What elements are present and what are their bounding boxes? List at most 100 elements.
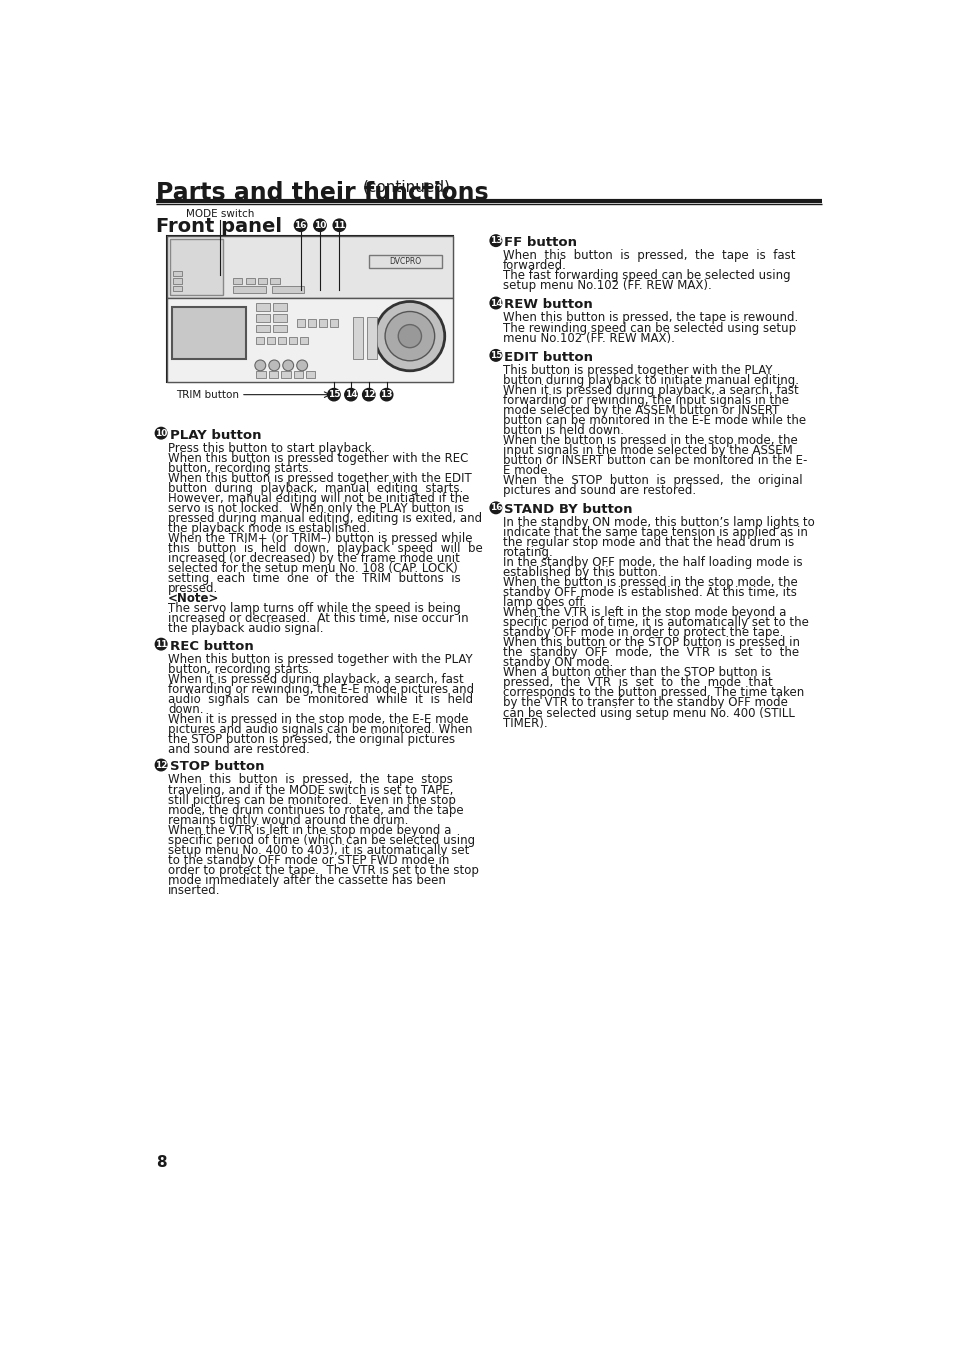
Text: STOP button: STOP button (170, 761, 264, 773)
Bar (367, 317, 376, 359)
Text: specific period of time, it is automatically set to the: specific period of time, it is automatic… (502, 616, 808, 630)
Circle shape (490, 503, 501, 513)
Text: mode selected by the ASSEM button or INSERT: mode selected by the ASSEM button or INS… (502, 404, 779, 417)
Text: traveling, and if the MODE switch is set to TAPE,: traveling, and if the MODE switch is set… (168, 784, 453, 797)
Bar (319, 319, 327, 327)
Text: The servo lamp turns off while the speed is being: The servo lamp turns off while the speed… (168, 601, 460, 615)
Text: However, manual editing will not be initiated if the: However, manual editing will not be init… (168, 492, 469, 505)
Text: Press this button to start playback.: Press this button to start playback. (168, 442, 375, 455)
Circle shape (385, 312, 435, 361)
Text: The fast forwarding speed can be selected using: The fast forwarding speed can be selecte… (502, 269, 790, 282)
Text: 14: 14 (344, 390, 357, 399)
Text: When it is pressed in the stop mode, the E-E mode: When it is pressed in the stop mode, the… (168, 713, 468, 725)
Text: TIMER).: TIMER). (502, 716, 547, 730)
Circle shape (490, 350, 501, 361)
Circle shape (328, 389, 340, 401)
Text: Parts and their functions: Parts and their functions (155, 181, 488, 205)
Text: 8: 8 (155, 1155, 166, 1170)
Text: 15: 15 (489, 351, 501, 359)
Text: standby OFF mode is established. At this time, its: standby OFF mode is established. At this… (502, 586, 796, 600)
Text: standby OFF mode in order to protect the tape.: standby OFF mode in order to protect the… (502, 627, 782, 639)
Bar (274, 303, 286, 311)
Text: order to protect the tape.  The VTR is set to the stop: order to protect the tape. The VTR is se… (168, 863, 478, 877)
Bar (172, 307, 245, 359)
Circle shape (314, 219, 326, 231)
Text: increased (or decreased) by the frame mode unit: increased (or decreased) by the frame mo… (168, 551, 459, 565)
Text: pictures and audio signals can be monitored. When: pictures and audio signals can be monito… (168, 723, 472, 736)
Text: increased or decreased.  At this time, nise occur in: increased or decreased. At this time, ni… (168, 612, 468, 624)
Text: In the standby OFF mode, the half loading mode is: In the standby OFF mode, the half loadin… (502, 557, 801, 569)
Text: setup menu No.102 (FF. REW MAX).: setup menu No.102 (FF. REW MAX). (502, 280, 711, 292)
Bar (167, 236, 452, 297)
Text: button or INSERT button can be monitored in the E-: button or INSERT button can be monitored… (502, 454, 806, 467)
Bar (256, 313, 270, 322)
Text: 10: 10 (314, 220, 326, 230)
Text: established by this button.: established by this button. (502, 566, 660, 580)
Bar (353, 317, 362, 359)
Bar (172, 286, 182, 292)
Bar (172, 270, 182, 276)
Circle shape (282, 359, 294, 370)
Text: the playback audio signal.: the playback audio signal. (168, 621, 323, 635)
Text: When a button other than the STOP button is: When a button other than the STOP button… (502, 666, 770, 680)
Text: selected for the setup menu No. 108 (CAP. LOCK): selected for the setup menu No. 108 (CAP… (168, 562, 457, 574)
Text: When this button or the STOP button is pressed in: When this button or the STOP button is p… (502, 636, 799, 650)
Text: pressed.: pressed. (168, 582, 218, 594)
Circle shape (269, 359, 279, 370)
Bar (167, 236, 452, 382)
Text: still pictures can be monitored.  Even in the stop: still pictures can be monitored. Even in… (168, 793, 456, 807)
Bar (269, 370, 278, 378)
Text: 13: 13 (489, 236, 501, 245)
Bar (274, 313, 286, 322)
Text: The rewinding speed can be selected using setup: The rewinding speed can be selected usin… (502, 322, 795, 335)
Text: corresponds to the button pressed. The time taken: corresponds to the button pressed. The t… (502, 686, 803, 700)
Text: When the button is pressed in the stop mode, the: When the button is pressed in the stop m… (502, 577, 797, 589)
Text: When  the  STOP  button  is  pressed,  the  original: When the STOP button is pressed, the ori… (502, 474, 801, 486)
Text: indicate that the same tape tension is applied as in: indicate that the same tape tension is a… (502, 527, 807, 539)
Text: FF button: FF button (504, 236, 577, 249)
Bar (171, 239, 223, 295)
Text: When this button is pressed together with the REC: When this button is pressed together wit… (168, 451, 468, 465)
Text: by the VTR to transfer to the standby OFF mode: by the VTR to transfer to the standby OF… (502, 697, 787, 709)
Bar (270, 277, 279, 284)
Text: forwarding or rewinding, the E-E mode pictures and: forwarding or rewinding, the E-E mode pi… (168, 682, 474, 696)
Text: EDIT button: EDIT button (504, 351, 593, 363)
Text: input signals in the mode selected by the ASSEM: input signals in the mode selected by th… (502, 444, 792, 457)
Text: MODE switch: MODE switch (186, 209, 253, 219)
Bar (256, 324, 270, 332)
Text: 11: 11 (333, 220, 345, 230)
Text: standby ON mode.: standby ON mode. (502, 657, 613, 670)
Text: forwarding or rewinding, the input signals in the: forwarding or rewinding, the input signa… (502, 394, 788, 407)
Circle shape (296, 359, 307, 370)
Circle shape (490, 235, 501, 246)
Text: When the VTR is left in the stop mode beyond a: When the VTR is left in the stop mode be… (502, 607, 785, 619)
Text: 14: 14 (489, 299, 501, 308)
Text: button can be monitored in the E-E mode while the: button can be monitored in the E-E mode … (502, 413, 805, 427)
Text: button is held down.: button is held down. (502, 424, 623, 436)
Bar (294, 370, 303, 378)
Text: pictures and sound are restored.: pictures and sound are restored. (502, 484, 696, 497)
Bar (274, 324, 286, 332)
Circle shape (155, 759, 167, 771)
Bar (297, 319, 305, 327)
Bar (369, 254, 442, 269)
Text: 11: 11 (154, 639, 167, 648)
Circle shape (380, 389, 393, 401)
Circle shape (344, 389, 356, 401)
Text: button  during  playback,  manual  editing  starts.: button during playback, manual editing s… (168, 482, 463, 494)
Text: TRIM button: TRIM button (176, 389, 239, 400)
Bar (289, 336, 296, 345)
Text: Front panel: Front panel (155, 216, 281, 236)
Text: to the standby OFF mode or STEP FWD mode in: to the standby OFF mode or STEP FWD mode… (168, 854, 449, 866)
Text: inserted.: inserted. (168, 884, 220, 897)
Text: mode immediately after the cassette has been: mode immediately after the cassette has … (168, 874, 445, 886)
Bar (245, 277, 254, 284)
Text: When it is pressed during playback, a search, fast: When it is pressed during playback, a se… (502, 384, 798, 397)
Text: When the VTR is left in the stop mode beyond a: When the VTR is left in the stop mode be… (168, 824, 451, 836)
Bar (256, 370, 266, 378)
Text: remains tightly wound around the drum.: remains tightly wound around the drum. (168, 813, 408, 827)
Text: specific period of time (which can be selected using: specific period of time (which can be se… (168, 834, 475, 847)
Text: lamp goes off.: lamp goes off. (502, 596, 586, 609)
Text: REW button: REW button (504, 299, 593, 312)
Bar (233, 286, 266, 293)
